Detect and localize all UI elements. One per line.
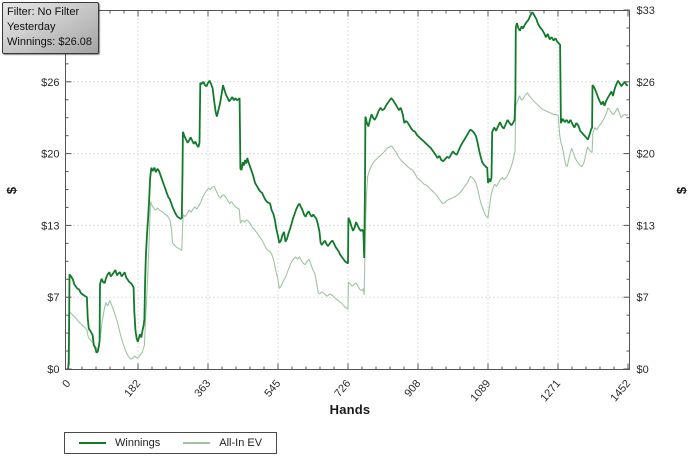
svg-text:182: 182 (122, 378, 143, 400)
filter-info-line: Winnings: $26.08 (7, 36, 92, 48)
chart-legend: Winnings All-In EV (64, 432, 278, 454)
svg-text:$26: $26 (637, 77, 655, 89)
svg-text:1089: 1089 (468, 378, 493, 404)
legend-label-allin-ev: All-In EV (219, 437, 263, 449)
svg-text:$33: $33 (637, 5, 655, 17)
svg-text:$20: $20 (41, 149, 59, 161)
svg-text:$26: $26 (41, 77, 59, 89)
legend-label-winnings: Winnings (115, 437, 161, 449)
svg-text:$13: $13 (637, 220, 655, 232)
allin-ev-line-swatch (183, 442, 211, 444)
svg-text:$0: $0 (637, 364, 649, 376)
svg-text:$20: $20 (637, 149, 655, 161)
svg-text:$7: $7 (637, 292, 649, 304)
svg-text:726: 726 (332, 378, 353, 400)
filter-info-line: Filter: No Filter (7, 6, 80, 18)
filter-info-box: Filter: No Filter Yesterday Winnings: $2… (2, 2, 99, 54)
svg-text:1452: 1452 (608, 378, 633, 404)
y-axis-title-right: $ (674, 186, 690, 195)
svg-text:908: 908 (402, 378, 423, 400)
svg-text:363: 363 (192, 378, 213, 400)
svg-text:$0: $0 (47, 364, 59, 376)
winnings-line-swatch (79, 442, 106, 444)
svg-text:545: 545 (262, 378, 283, 400)
svg-text:$7: $7 (47, 292, 59, 304)
filter-info-line: Yesterday (7, 21, 56, 33)
x-axis-title: Hands (329, 402, 371, 417)
svg-text:0: 0 (60, 378, 73, 390)
svg-text:$13: $13 (41, 220, 59, 232)
y-axis-title-left: $ (4, 186, 20, 195)
svg-text:1271: 1271 (538, 378, 563, 404)
